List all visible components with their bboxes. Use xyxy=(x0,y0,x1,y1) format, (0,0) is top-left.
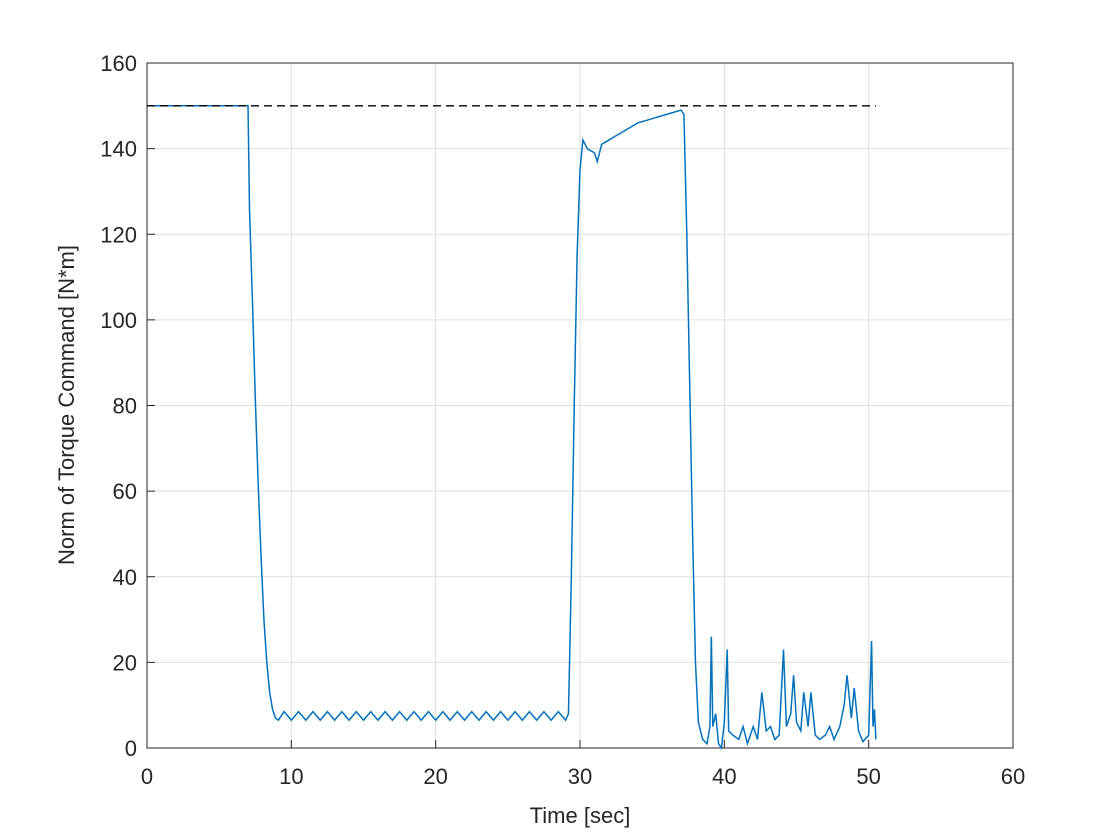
y-tick-label: 160 xyxy=(100,51,137,76)
y-tick-label: 60 xyxy=(113,479,137,504)
x-tick-label: 20 xyxy=(423,764,447,789)
x-tick-label: 40 xyxy=(712,764,736,789)
x-axis-label: Time [sec] xyxy=(530,803,631,828)
y-tick-label: 120 xyxy=(100,222,137,247)
y-tick-label: 0 xyxy=(125,736,137,761)
x-tick-label: 0 xyxy=(141,764,153,789)
y-tick-label: 80 xyxy=(113,394,137,419)
y-tick-label: 40 xyxy=(113,565,137,590)
x-tick-label: 10 xyxy=(279,764,303,789)
y-tick-label: 140 xyxy=(100,137,137,162)
y-tick-label: 100 xyxy=(100,308,137,333)
y-tick-label: 20 xyxy=(113,650,137,675)
y-axis-label: Norm of Torque Command [N*m] xyxy=(54,245,79,565)
x-tick-label: 30 xyxy=(568,764,592,789)
x-tick-label: 60 xyxy=(1001,764,1025,789)
x-tick-label: 50 xyxy=(856,764,880,789)
axes-box xyxy=(146,62,1014,749)
data-line xyxy=(147,105,877,751)
